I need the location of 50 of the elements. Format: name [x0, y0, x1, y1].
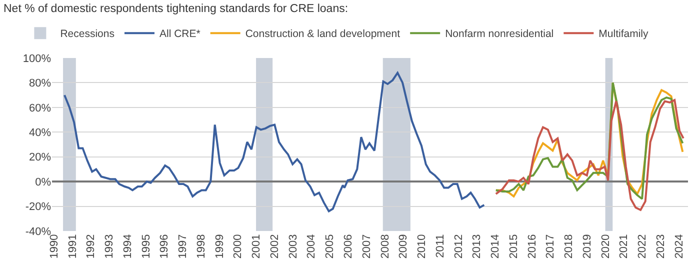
x-tick-label: 2010: [416, 234, 428, 259]
legend-label: Construction & land development: [245, 28, 400, 40]
chart-title: Net % of domestic respondents tightening standards for CRE loans:: [4, 3, 348, 16]
y-tick-label: 20%: [28, 152, 52, 164]
x-tick-label: 2016: [526, 234, 538, 259]
y-tick-label: 80%: [28, 78, 52, 90]
x-tick-label: 2004: [306, 234, 318, 259]
x-tick-label: 2019: [581, 234, 594, 259]
x-tick-label: 2009: [398, 234, 410, 259]
legend-label: Nonfarm nonresidential: [445, 28, 554, 40]
x-tick-label: 1995: [140, 234, 152, 259]
x-tick-label: 2000: [232, 234, 244, 259]
x-tick-label: 1999: [214, 234, 226, 259]
x-tick-label: 2013: [471, 234, 484, 259]
y-tick-label: 40%: [28, 126, 52, 139]
x-tick-label: 1997: [177, 234, 190, 259]
x-tick-label: 2017: [544, 234, 557, 259]
x-tick-label: 2003: [287, 234, 300, 259]
legend-label: Recessions: [60, 28, 114, 40]
x-tick-label: 2020: [600, 234, 612, 259]
x-tick-label: 1990: [48, 234, 60, 259]
x-tick-label: 2015: [508, 234, 520, 259]
x-tick-label: 2014: [490, 234, 502, 259]
line-series: [64, 72, 486, 212]
legend-label: Multifamily: [598, 28, 649, 40]
x-tick-label: 2024: [673, 234, 686, 259]
x-tick-label: 2022: [636, 234, 649, 259]
x-tick-label: 2011: [434, 234, 446, 258]
x-tick-label: 2007: [360, 234, 373, 259]
x-tick-label: 1991: [66, 234, 79, 259]
x-tick-label: 1996: [158, 234, 171, 259]
y-tick-label: 60%: [28, 102, 52, 114]
line-series: [494, 99, 684, 211]
x-tick-label: 1992: [85, 234, 98, 259]
x-tick-label: 1994: [122, 234, 134, 259]
x-tick-label: 2002: [268, 234, 281, 259]
y-tick-label: 100%: [22, 52, 52, 65]
x-tick-label: 1998: [195, 234, 208, 259]
x-tick-label: 2008: [379, 234, 392, 259]
x-tick-label: 2001: [250, 234, 263, 259]
x-tick-label: 2006: [342, 234, 355, 259]
x-tick-label: 2018: [563, 234, 576, 259]
legend-label: All CRE*: [159, 28, 200, 40]
x-tick-label: 2023: [655, 234, 668, 259]
x-tick-label: 1993: [104, 234, 116, 259]
x-tick-label: 2012: [452, 234, 465, 259]
y-tick-label: 0%: [35, 176, 52, 188]
y-tick-label: -20%: [25, 201, 52, 214]
x-tick-label: 2005: [324, 234, 336, 259]
x-tick-label: 2021: [618, 234, 630, 259]
